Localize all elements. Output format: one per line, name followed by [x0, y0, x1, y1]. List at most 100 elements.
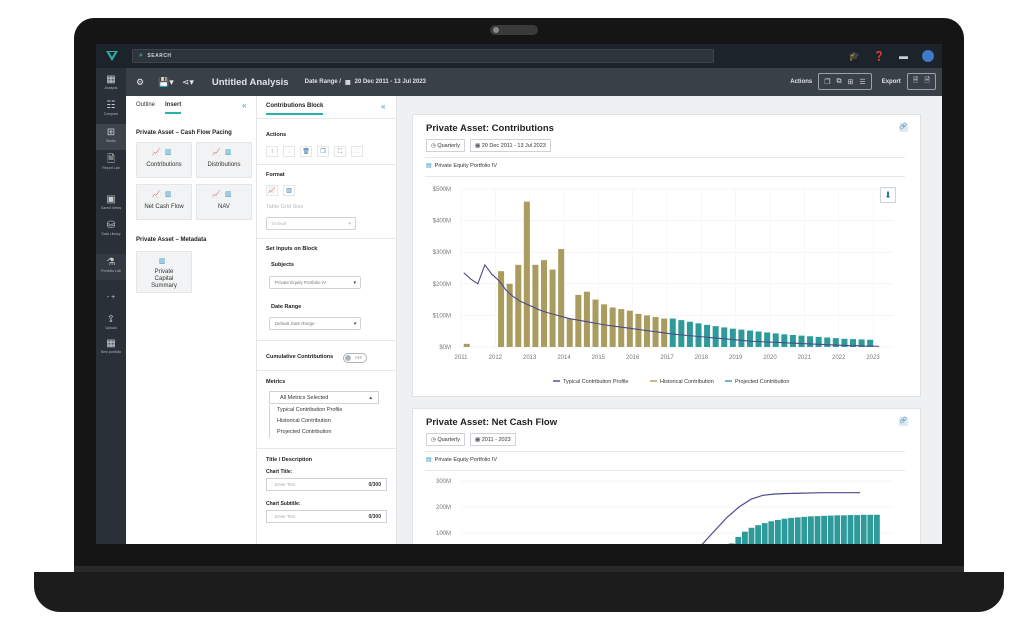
- rail-item-studio[interactable]: ⊞ Studio: [96, 124, 126, 150]
- link-icon[interactable]: 🔗: [899, 417, 908, 426]
- rail-item-new-portfolio[interactable]: ▦ New portfolio: [96, 338, 126, 360]
- x-tick-label: 2016: [626, 355, 640, 361]
- calendar-icon: ▦: [475, 143, 482, 149]
- search-input[interactable]: ⌕ SEARCH: [132, 49, 714, 63]
- expand-block-icon[interactable]: ⛶: [334, 146, 346, 157]
- card-nav[interactable]: 📈▥ NAV: [196, 184, 252, 220]
- card-contributions[interactable]: 📈▥ Contributions: [136, 142, 192, 178]
- copy-icon[interactable]: ❐: [824, 78, 831, 86]
- search-label: SEARCH: [147, 53, 172, 59]
- cumulative-toggle[interactable]: OFF: [343, 353, 367, 363]
- projected-contribution-bar: [746, 330, 754, 347]
- card-net-cash-flow[interactable]: 📈▥ Net Cash Flow: [136, 184, 192, 220]
- date-range-select[interactable]: Default Date Range ▾: [269, 317, 361, 330]
- rail-item-analysis[interactable]: ▦ Analysis: [96, 74, 126, 96]
- rail-item-data-library[interactable]: ⛁ Data Library: [96, 220, 126, 242]
- insert-panel: Outline Insert « Private Asset – Cash Fl…: [126, 96, 257, 544]
- collapse-panel-icon[interactable]: «: [242, 101, 247, 110]
- rail-item-report-lab[interactable]: 🗎 Report Lab: [96, 154, 126, 176]
- y-tick-label: 200M: [436, 505, 451, 511]
- help-notification-icon[interactable]: ❓: [873, 51, 885, 61]
- chip-label: 20 Dec 2011 - 13 Jul 2023: [481, 143, 546, 149]
- rail-item-portfolio-lab[interactable]: ⚗ Portfolio Lab: [96, 254, 126, 280]
- graduation-cap-icon[interactable]: 🎓: [848, 51, 860, 61]
- table-format-icon[interactable]: ▥: [283, 185, 295, 196]
- analysis-title[interactable]: Untitled Analysis: [211, 76, 289, 88]
- rail-label: Analysis: [104, 86, 118, 90]
- report-canvas: Private Asset: Contributions 🔗 ◷ Quarter…: [397, 96, 942, 544]
- export-pdf-icon[interactable]: 🗎: [912, 77, 919, 84]
- share-icon[interactable]: ⋖▾: [181, 76, 194, 87]
- portfolio-icon: ▤: [426, 163, 432, 169]
- chart-subtitle-label: Chart Subtitle:: [266, 501, 301, 507]
- move-down-icon[interactable]: ↓: [283, 146, 295, 157]
- rail-label: Upload: [105, 326, 117, 330]
- projected-contribution-bar: [738, 329, 745, 347]
- subjects-select[interactable]: Private Equity Portfolio IV ▾: [269, 276, 361, 289]
- layout-icon[interactable]: ⊞: [847, 78, 854, 86]
- app-screen: ⌕ SEARCH 🎓 ❓ ▬ ⚙ 💾▾ ⋖▾ Untitled Analysis…: [96, 44, 942, 544]
- link-icon[interactable]: 🔗: [899, 123, 908, 132]
- projected-cash-flow-bar: [742, 531, 748, 544]
- rail-expand-toggle[interactable]: - +: [96, 292, 126, 304]
- projected-cash-flow-bar: [775, 520, 781, 544]
- compare-icon: ☷: [106, 100, 116, 111]
- table-grid-size-select[interactable]: Default ▾: [266, 217, 356, 230]
- export-doc-icon[interactable]: 🗎: [924, 77, 930, 84]
- projected-cash-flow-bar: [735, 536, 742, 544]
- delete-icon[interactable]: 🗑: [300, 146, 312, 157]
- save-icon[interactable]: 💾▾: [158, 76, 174, 87]
- calculator-icon: ▦: [106, 74, 116, 85]
- card-private-capital-summary[interactable]: ▥ Private Capital Summary: [136, 251, 192, 293]
- select-value: Private Equity Portfolio IV: [275, 280, 327, 285]
- frequency-chip[interactable]: ◷ Quarterly: [426, 139, 465, 152]
- metric-option[interactable]: Projected Contribution: [277, 429, 332, 435]
- x-tick-label: 2020: [763, 355, 777, 361]
- card-distributions[interactable]: 📈▥ Distributions: [196, 142, 252, 178]
- historical-contribution-bar: [498, 271, 505, 347]
- select-value: All Metrics Selected: [280, 395, 329, 401]
- rail-item-saved-views[interactable]: ▣ Saved Views: [96, 194, 126, 216]
- duplicate-block-icon[interactable]: ❐: [317, 146, 329, 157]
- metrics-select[interactable]: All Metrics Selected ▴: [269, 391, 379, 404]
- metric-option[interactable]: Historical Contribution: [277, 418, 331, 424]
- chart-subtitle-input[interactable]: Enter Text 0/300: [266, 510, 387, 523]
- duplicate-icon[interactable]: ⧉: [836, 77, 842, 85]
- collapse-block-panel-icon[interactable]: «: [381, 102, 386, 111]
- chart-title-input[interactable]: Enter Text 0/300: [266, 478, 387, 491]
- report-icon: 🗎: [106, 154, 116, 165]
- brand-logo-icon[interactable]: [104, 48, 120, 64]
- download-icon[interactable]: ⬇: [880, 187, 896, 203]
- chart-table-icon: 📈▥: [212, 191, 236, 198]
- date-range-chip[interactable]: ▦ 2011 - 2023: [470, 433, 516, 446]
- rail-label: Compare: [103, 112, 119, 116]
- y-tick-label: 100M: [436, 531, 451, 537]
- list-icon[interactable]: ☰: [859, 78, 866, 86]
- contributions-chart-card[interactable]: Private Asset: Contributions 🔗 ◷ Quarter…: [412, 114, 921, 397]
- date-range-value[interactable]: 20 Dec 2011 - 13 Jul 2023: [354, 79, 427, 85]
- frequency-chip[interactable]: ◷ Quarterly: [426, 433, 465, 446]
- divider: [257, 370, 397, 371]
- tab-insert[interactable]: Insert: [165, 102, 182, 114]
- historical-contribution-bar: [558, 249, 565, 347]
- rail-item-upload[interactable]: ⇪ Upload: [96, 314, 126, 336]
- settings-gear-icon[interactable]: ⚙: [136, 76, 145, 87]
- rail-item-compare[interactable]: ☷ Compare: [96, 100, 126, 122]
- chart-format-icon[interactable]: 📈: [266, 185, 278, 196]
- move-up-icon[interactable]: ↑: [266, 146, 278, 157]
- user-avatar-icon[interactable]: [922, 50, 934, 62]
- fullscreen-icon[interactable]: ⛶: [351, 146, 363, 157]
- calendar-icon: ▦: [475, 437, 482, 443]
- analysis-toolbar: ⚙ 💾▾ ⋖▾ Untitled Analysis Date Range / ▦…: [126, 68, 942, 96]
- tab-outline[interactable]: Outline: [136, 102, 156, 108]
- window-icon[interactable]: ▬: [899, 51, 908, 61]
- metric-option[interactable]: Typical Contribution Profile: [277, 407, 343, 413]
- projected-contribution-bar: [704, 324, 711, 347]
- date-range-chip[interactable]: ▦ 20 Dec 2011 - 13 Jul 2023: [470, 139, 551, 152]
- section-title-cash-flow: Private Asset – Cash Flow Pacing: [136, 130, 232, 136]
- metrics-options: Typical Contribution Profile Historical …: [269, 405, 379, 438]
- set-inputs-label: Set Inputs on Block: [266, 246, 318, 252]
- net-cash-flow-chart-card[interactable]: Private Asset: Net Cash Flow 🔗 ◷ Quarter…: [412, 408, 921, 544]
- x-tick-label: 2022: [832, 355, 846, 361]
- historical-contribution-bar: [506, 283, 513, 347]
